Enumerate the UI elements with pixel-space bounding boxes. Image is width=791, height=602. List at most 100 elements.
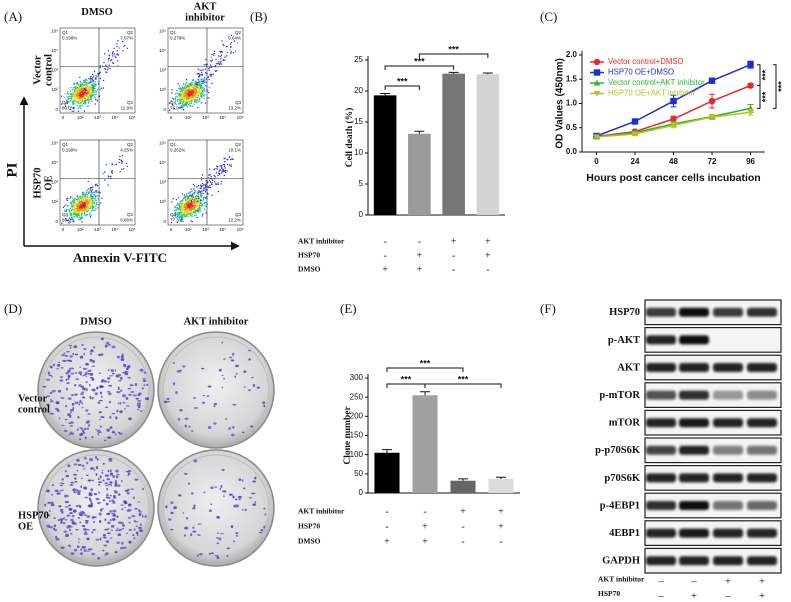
flow-event bbox=[191, 211, 193, 213]
legend-marker bbox=[593, 90, 601, 97]
colony bbox=[45, 378, 51, 381]
flow-event bbox=[188, 213, 190, 215]
flow-event bbox=[219, 165, 221, 167]
colony bbox=[120, 389, 123, 392]
colony bbox=[173, 506, 177, 510]
flow-event bbox=[115, 163, 118, 166]
colony bbox=[68, 375, 71, 379]
flow-event bbox=[205, 196, 207, 199]
colony bbox=[142, 377, 146, 381]
flow-event bbox=[203, 64, 205, 66]
flow-event bbox=[215, 63, 218, 65]
flow-event bbox=[178, 214, 180, 217]
flow-event bbox=[86, 196, 89, 198]
flow-event bbox=[69, 202, 72, 204]
flow-event bbox=[92, 75, 95, 77]
flow-event bbox=[81, 191, 84, 194]
flow-event bbox=[187, 103, 190, 106]
flow-event bbox=[83, 84, 85, 86]
flow-event bbox=[78, 218, 80, 221]
treatment-sign: – bbox=[657, 590, 664, 602]
colony bbox=[86, 461, 89, 465]
flow-event bbox=[179, 214, 181, 216]
flow-event bbox=[223, 164, 226, 166]
colony bbox=[46, 512, 48, 514]
colony bbox=[80, 385, 84, 388]
colony bbox=[89, 383, 91, 387]
quadrant-name: Q4 bbox=[62, 100, 69, 105]
flow-event bbox=[79, 207, 81, 209]
flow-event bbox=[76, 213, 78, 215]
colony bbox=[85, 520, 89, 525]
flow-event bbox=[83, 85, 85, 87]
colony bbox=[60, 520, 63, 523]
colony bbox=[107, 521, 111, 525]
flow-event bbox=[181, 193, 184, 195]
flow-event bbox=[208, 86, 210, 89]
colony bbox=[70, 367, 75, 370]
colony bbox=[79, 433, 83, 437]
colony bbox=[95, 466, 99, 470]
colony bbox=[79, 400, 82, 404]
y-tick-label: 1.0 bbox=[566, 99, 578, 108]
flow-event bbox=[178, 107, 181, 109]
band bbox=[747, 307, 777, 317]
colony bbox=[81, 477, 83, 480]
flow-event bbox=[85, 92, 88, 94]
flow-event bbox=[202, 198, 205, 200]
colony-column-label: DMSO bbox=[80, 316, 112, 327]
colony bbox=[116, 473, 120, 476]
flow-event bbox=[75, 208, 77, 210]
colony bbox=[90, 397, 94, 400]
flow-event bbox=[183, 214, 185, 217]
colony bbox=[176, 370, 181, 373]
flow-event bbox=[232, 52, 235, 54]
colony bbox=[53, 363, 56, 367]
significance-bracket bbox=[386, 367, 464, 372]
colony bbox=[55, 535, 58, 539]
flow-event bbox=[180, 204, 182, 206]
flow-event bbox=[191, 89, 193, 91]
flow-event bbox=[83, 210, 86, 212]
colony bbox=[111, 499, 115, 503]
flow-event bbox=[202, 78, 204, 81]
flow-event bbox=[180, 106, 182, 109]
significance-bracket bbox=[384, 85, 420, 90]
colony bbox=[226, 547, 230, 550]
treatment-sign: + bbox=[485, 250, 491, 261]
flow-event bbox=[189, 102, 191, 105]
flow-event bbox=[81, 104, 84, 106]
flow-event bbox=[105, 164, 107, 166]
colony bbox=[202, 394, 206, 397]
colony bbox=[107, 436, 112, 439]
colony bbox=[99, 537, 102, 541]
flow-event bbox=[207, 97, 209, 99]
flow-event bbox=[189, 90, 191, 93]
flow-event bbox=[86, 87, 88, 89]
colony bbox=[83, 427, 87, 431]
treatment-name: DMSO bbox=[298, 537, 321, 546]
colony bbox=[192, 530, 197, 533]
colony bbox=[75, 371, 77, 374]
flow-event bbox=[93, 70, 96, 73]
flow-event bbox=[185, 103, 187, 106]
flow-event bbox=[72, 201, 74, 203]
flow-x-tick: 0 bbox=[62, 115, 65, 120]
flow-event bbox=[80, 208, 82, 210]
flow-event bbox=[79, 196, 82, 198]
flow-event bbox=[95, 183, 97, 185]
quadrant-percent: 0.199% bbox=[62, 148, 77, 153]
flow-event bbox=[198, 197, 200, 200]
colony bbox=[91, 377, 95, 381]
colony bbox=[146, 383, 149, 386]
flow-event bbox=[213, 50, 216, 52]
colony bbox=[104, 482, 109, 484]
flow-event bbox=[222, 169, 224, 171]
colony bbox=[53, 524, 57, 528]
colony bbox=[60, 546, 65, 549]
flow-event bbox=[81, 83, 83, 86]
flow-event bbox=[65, 198, 68, 200]
flow-event bbox=[173, 98, 175, 101]
flow-event bbox=[192, 197, 195, 200]
flow-event bbox=[210, 176, 212, 178]
